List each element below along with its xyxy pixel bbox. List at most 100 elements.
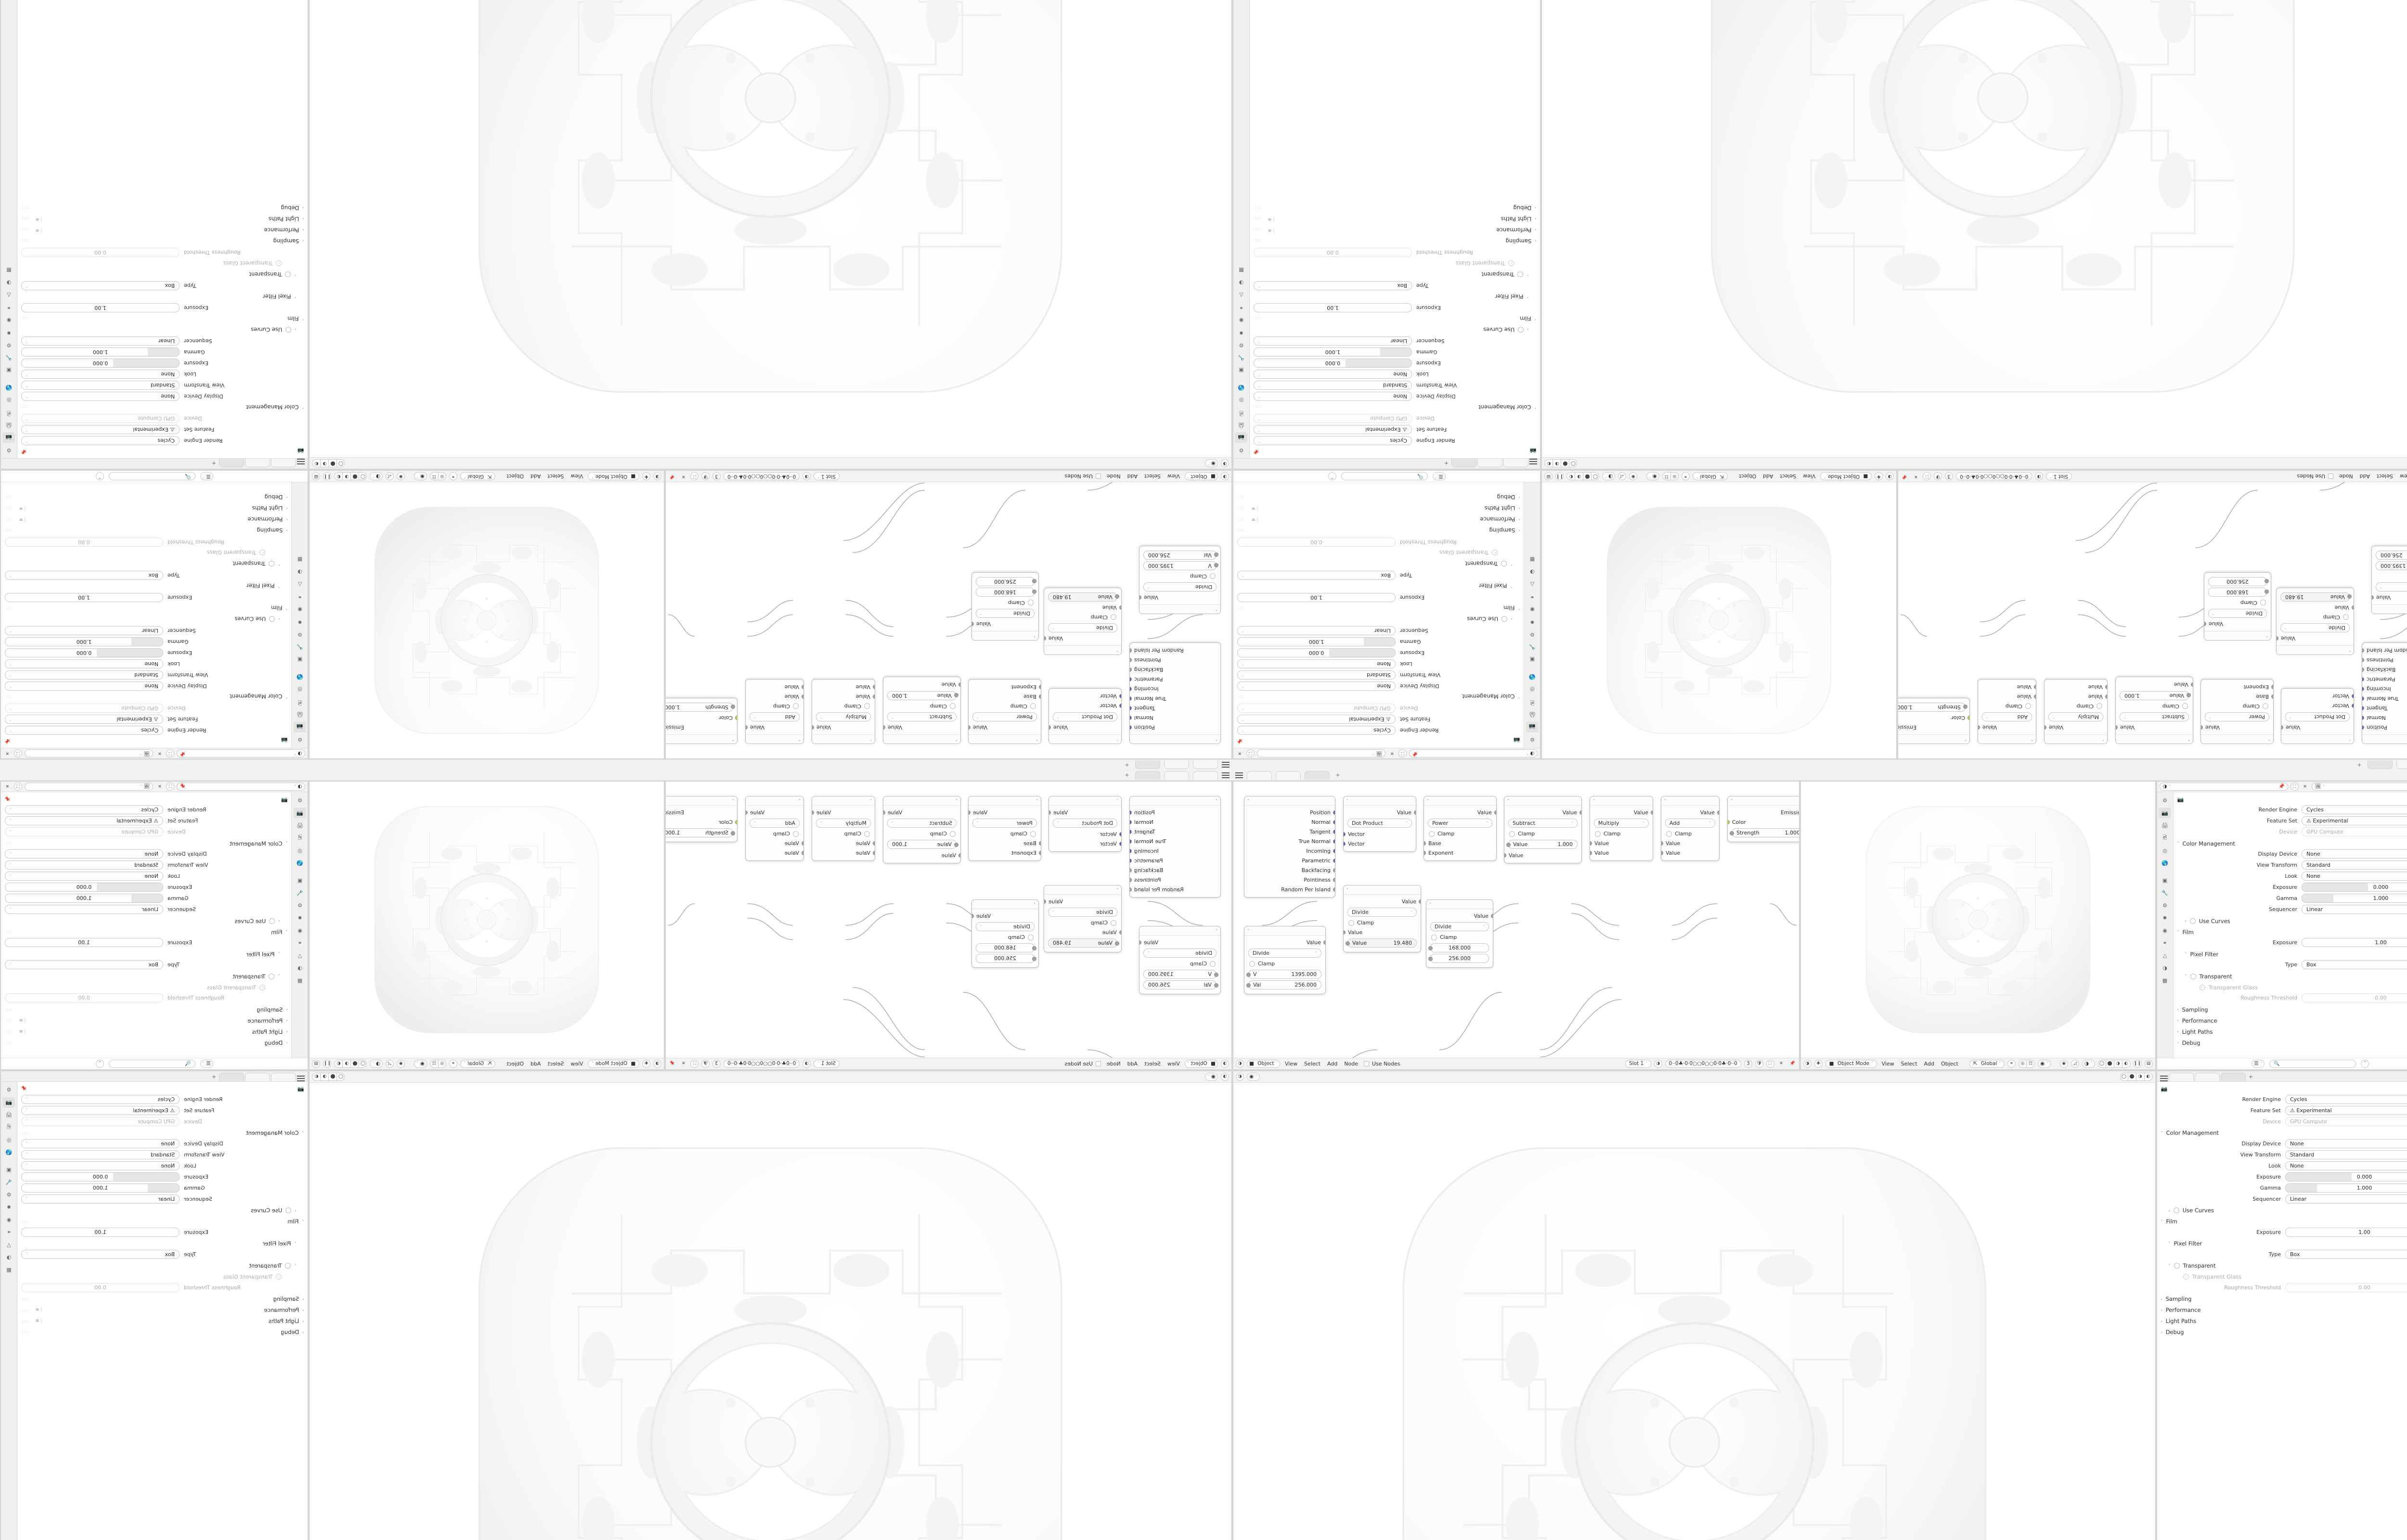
node-socket-color[interactable]: Color xyxy=(1728,817,1799,827)
wireframe-shading-icon[interactable]: ◯ xyxy=(336,459,345,468)
section-debug[interactable]: ›Debug:::: xyxy=(2161,1329,2184,1336)
clamp-checkbox[interactable]: Clamp xyxy=(2201,702,2273,711)
pixel-filter-type-dropdown[interactable]: Box˅ xyxy=(1237,571,1396,580)
node-socket-color[interactable]: Color xyxy=(666,817,738,827)
snap-icon[interactable]: ⚭ xyxy=(449,1059,457,1068)
value-field[interactable]: Value 19.480 xyxy=(1048,592,1119,602)
material-name-field[interactable]: 0··0♣·0·0○○0○○0·0♣·0··0 xyxy=(724,472,800,481)
node-socket-value-in-a[interactable]: Value xyxy=(812,838,875,848)
tab-view-layer[interactable]: 🖻 xyxy=(7,1124,11,1130)
look-dropdown[interactable]: None˅ xyxy=(5,659,163,668)
x-icon-2[interactable]: ✕ xyxy=(5,751,10,756)
material-icon[interactable]: ◑ xyxy=(802,472,811,481)
node-collapse-toggle[interactable]: ˅ xyxy=(812,734,875,744)
shield-icon[interactable]: 🛡 xyxy=(1934,472,1942,481)
feature-set-dropdown[interactable]: ⚠ Experimental˅ xyxy=(1237,715,1396,724)
node-socket-vector-a[interactable]: Vector xyxy=(1049,701,1122,711)
shading-options[interactable]: ◑ ˅ xyxy=(370,472,383,481)
operation-dropdown[interactable]: Power ˅ xyxy=(972,819,1037,828)
film-exposure-field[interactable]: 1.00 xyxy=(5,938,163,947)
feature-set-dropdown[interactable]: ⚠ Experimental˅ xyxy=(5,715,163,724)
tab-mesh-data[interactable]: △ xyxy=(298,952,302,959)
wireframe-shading-icon[interactable]: ◯ xyxy=(1569,459,1578,468)
tab-modifiers[interactable]: ⚙ xyxy=(6,342,12,348)
tab-texture[interactable]: ▦ xyxy=(2162,977,2168,984)
proportional-edit-icon[interactable]: ◎ xyxy=(438,1059,446,1068)
node-socket-random-per-island[interactable]: Random Per Island xyxy=(1129,885,1220,894)
node-socket-value-in[interactable]: Value xyxy=(883,850,961,860)
list-icon[interactable]: ⋮≡ xyxy=(19,506,27,511)
menu-view[interactable]: View xyxy=(570,473,583,480)
x-icon[interactable]: ✕ xyxy=(157,784,162,789)
use-nodes-checkbox[interactable]: Use Nodes xyxy=(1063,472,1102,480)
node-socket-value-out[interactable]: Value xyxy=(812,723,875,732)
node-socket-value-out[interactable]: Value xyxy=(1661,808,1719,817)
material-shading-icon[interactable]: ◑ xyxy=(342,1059,351,1068)
operation-dropdown[interactable]: Multiply ˅ xyxy=(816,819,871,828)
tab-modifiers[interactable]: ⚙ xyxy=(1239,342,1244,348)
operation-dropdown[interactable]: Dot Product ˅ xyxy=(1347,819,1412,828)
node-geometry[interactable]: ˅ Position Normal Tangent True Normal In… xyxy=(1129,642,1221,744)
node-collapse-toggle[interactable]: ˅ xyxy=(969,734,1041,744)
clamp-checkbox[interactable]: Clamp xyxy=(969,702,1041,711)
chevron-down-icon[interactable]: ˅ xyxy=(2361,1059,2369,1068)
node-socket-value-in[interactable]: Value xyxy=(2116,680,2193,690)
tab-mesh-data[interactable]: △ xyxy=(298,581,302,588)
node-socket-tangent[interactable]: Tangent xyxy=(1129,704,1220,713)
node-subtract[interactable]: ˅ Value Subtract ˅ Clamp Value 1.000 Value xyxy=(883,677,961,744)
pause-icon[interactable]: ❙❙ xyxy=(1555,472,1564,481)
sequencer-dropdown[interactable]: Linear˅ xyxy=(1237,626,1396,635)
section-pixel-filter[interactable]: ˅ Pixel Filter xyxy=(262,293,297,300)
tab-tool[interactable]: ⚙ xyxy=(1530,736,1535,743)
node-socket-value-in-a[interactable]: Value xyxy=(746,838,804,848)
node-subtract[interactable]: ˅ Value Subtract ˅ Clamp Value 1.000 Value xyxy=(2115,677,2193,744)
strength-field[interactable]: Strength 1.000 xyxy=(1730,828,1799,837)
clamp-checkbox[interactable]: Clamp xyxy=(972,598,1038,607)
node-collapse-toggle[interactable]: ˅ xyxy=(1504,796,1581,806)
value-field-1[interactable]: 168.000 xyxy=(2208,588,2269,597)
tab-scene[interactable]: ◎ xyxy=(1530,686,1535,693)
clamp-checkbox[interactable]: Clamp xyxy=(1424,829,1496,838)
tab-physics[interactable]: ◉ xyxy=(6,317,12,323)
section-film[interactable]: ˅Film:::: xyxy=(2161,1218,2177,1225)
wireframe-shading-icon[interactable]: ◯ xyxy=(359,472,367,481)
slot-dropdown[interactable]: Slot 1 ˅ xyxy=(2046,472,2072,481)
add-workspace-button[interactable]: + xyxy=(1335,772,1340,778)
node-collapse-toggle[interactable]: ˅ xyxy=(2045,734,2107,744)
properties-scroll-secondary[interactable]: 📷 📌 Render Engine Cycles˅ Feature Set ⚠ … xyxy=(1250,0,1540,458)
tab-view-layer[interactable]: 🖻 xyxy=(1239,410,1243,416)
overlays-icon[interactable]: ◉ xyxy=(397,472,405,481)
menu-add[interactable]: Add xyxy=(531,473,541,480)
node-socket-value-out[interactable]: Value xyxy=(1048,723,1121,732)
menu-select[interactable]: Select xyxy=(1144,473,1161,480)
node-socket-emission-out[interactable]: Emission xyxy=(1898,723,1969,732)
gamma-slider[interactable]: 1.000 xyxy=(1254,347,1412,357)
xray-icon[interactable]: ◿ xyxy=(2071,1059,2079,1068)
image-datablock-field[interactable]: 🖼 ˅ xyxy=(25,749,154,757)
use-curves-toggle[interactable]: › Use Curves xyxy=(251,1207,297,1214)
editor-type-icon[interactable]: ◑ xyxy=(1221,1059,1229,1068)
tab-mesh-data[interactable]: △ xyxy=(1239,292,1243,298)
editor-type-icon[interactable]: ◑ xyxy=(1221,459,1229,468)
section-sampling[interactable]: ›Sampling:::: xyxy=(1237,527,1520,534)
tab-texture[interactable]: ▦ xyxy=(297,977,303,984)
x-icon-2[interactable]: ✕ xyxy=(1238,751,1242,756)
node-collapse-toggle[interactable]: ˅ xyxy=(2277,645,2354,654)
filter-icon[interactable]: ☰ ˅ xyxy=(1432,472,1446,481)
operation-dropdown[interactable]: Divide˅ xyxy=(1143,582,1216,591)
tab-particles[interactable]: ✸ xyxy=(6,1204,12,1211)
tab-render[interactable]: 📷 xyxy=(2159,808,2171,818)
add-workspace-button[interactable]: + xyxy=(2357,762,2362,768)
tab-constraints[interactable]: ⚭ xyxy=(6,304,12,311)
display-device-dropdown[interactable]: None˅ xyxy=(21,1139,180,1148)
operation-dropdown[interactable]: Multiply ˅ xyxy=(1594,819,1649,828)
menu-select[interactable]: Select xyxy=(2376,473,2393,480)
view-transform-dropdown[interactable]: Standard˅ xyxy=(5,860,163,870)
operation-dropdown[interactable]: Add ˅ xyxy=(1665,819,1715,828)
rendered-shading-icon[interactable]: ◐ xyxy=(334,472,343,481)
pixel-filter-type-dropdown[interactable]: Box˅ xyxy=(21,1249,180,1259)
viewport-canvas-secondary[interactable] xyxy=(310,1082,1231,1540)
material-shading-icon[interactable]: ◑ xyxy=(320,1072,329,1081)
